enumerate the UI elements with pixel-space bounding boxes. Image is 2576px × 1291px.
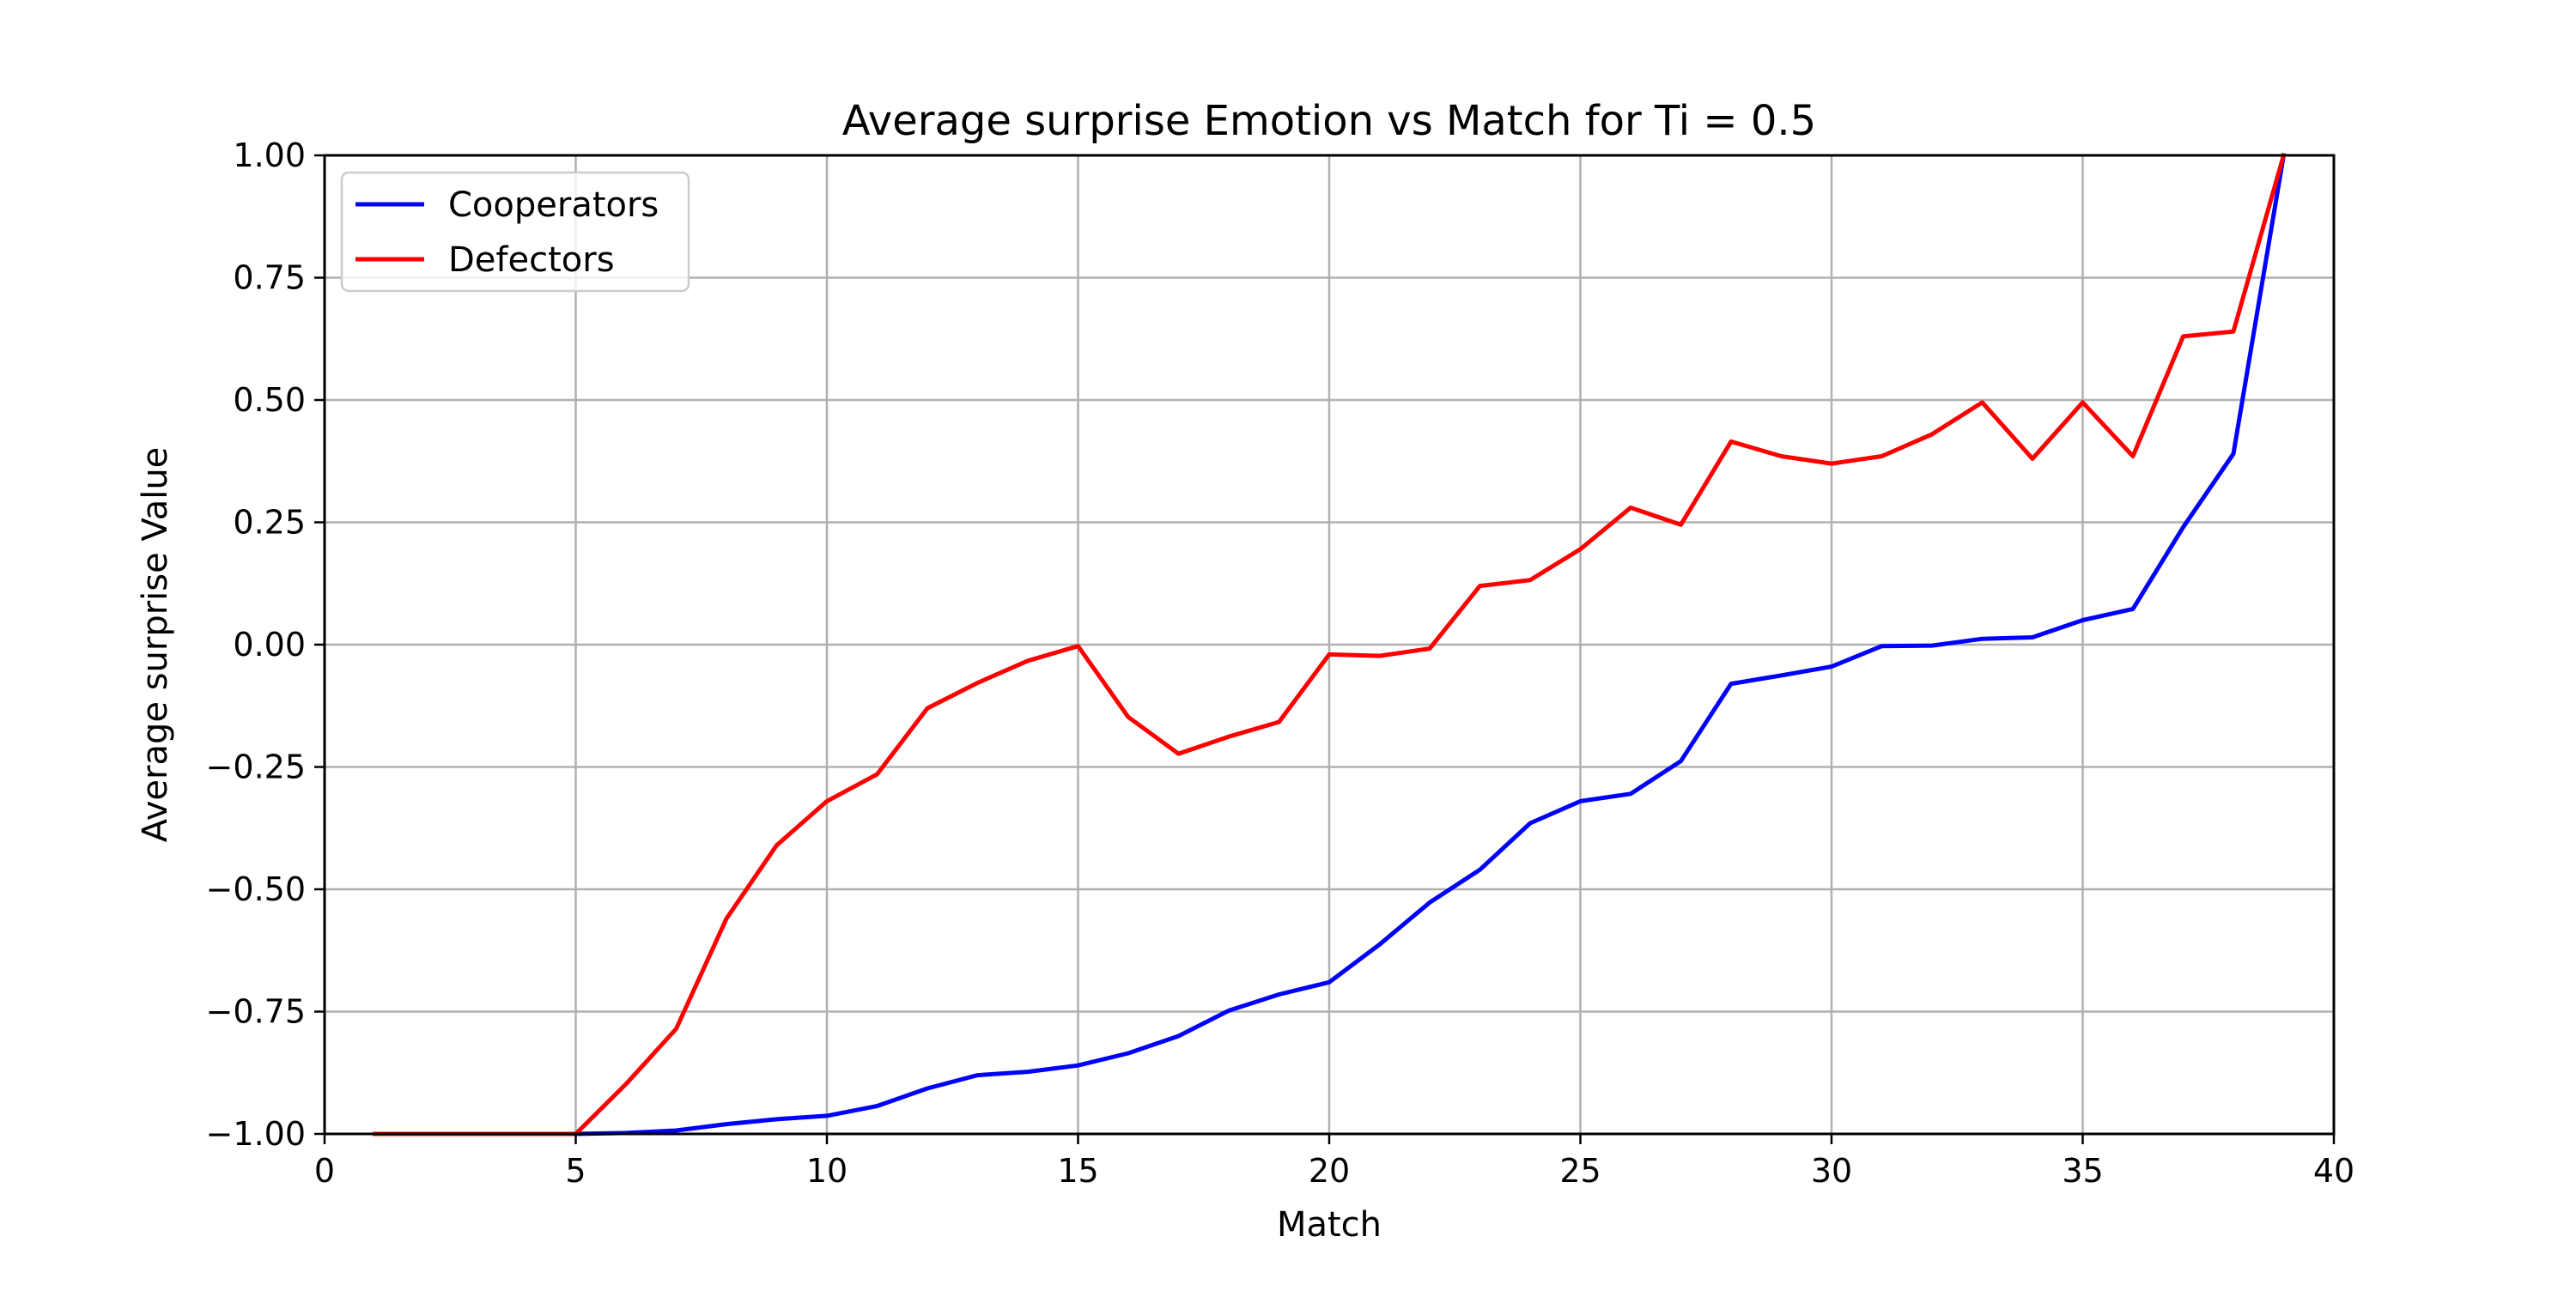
legend-label: Defectors — [448, 240, 615, 280]
y-tick-label: −0.75 — [206, 993, 306, 1031]
y-axis-title: Average surprise Value — [136, 447, 175, 843]
y-tick-label: 0.00 — [233, 626, 306, 664]
x-tick-label: 5 — [565, 1152, 586, 1190]
x-tick-label: 10 — [806, 1152, 848, 1190]
series-lines — [373, 152, 2287, 1136]
x-tick-label: 25 — [1559, 1152, 1601, 1190]
series-line-cooperators — [373, 153, 2287, 1136]
y-tick-label: 0.50 — [233, 381, 306, 419]
y-tick-label: 0.25 — [233, 504, 306, 542]
y-tick-label: 1.00 — [233, 136, 306, 174]
y-tick-label: −1.00 — [206, 1115, 306, 1153]
x-tick-label: 15 — [1057, 1152, 1098, 1190]
legend-label: Cooperators — [448, 185, 659, 225]
y-tick-label: −0.50 — [206, 870, 306, 908]
series-line-defectors — [373, 152, 2287, 1136]
x-tick-label: 0 — [314, 1152, 335, 1190]
x-axis-title: Match — [1277, 1205, 1382, 1245]
y-tick-label: −0.25 — [206, 749, 306, 786]
x-tick-label: 30 — [1811, 1152, 1852, 1190]
legend: Cooperators Defectors — [340, 171, 690, 293]
axis-ticks: 0 5 10 15 20 25 30 35 40 1.00 0.75 0.50 0.25 0.00 −0.2… — [206, 136, 2355, 1190]
x-tick-label: 20 — [1309, 1152, 1350, 1190]
legend-box — [340, 171, 690, 293]
chart-title: Average surprise Emotion vs Match for Ti… — [842, 97, 1816, 145]
y-tick-label: 0.75 — [233, 259, 306, 297]
x-tick-label: 40 — [2313, 1152, 2354, 1190]
x-tick-label: 35 — [2062, 1152, 2103, 1190]
